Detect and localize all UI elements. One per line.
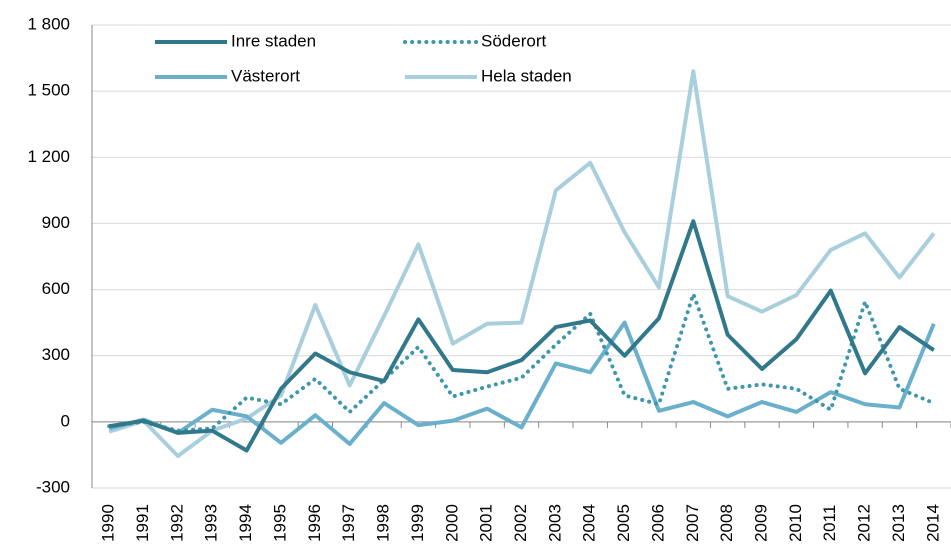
x-tick-label: 2011 — [820, 505, 839, 542]
x-tick-label: 1992 — [167, 504, 186, 542]
y-tick-label: 1 500 — [27, 81, 70, 100]
x-tick-label: 2013 — [889, 504, 908, 542]
legend-label: Inre staden — [231, 31, 316, 50]
x-tick-label: 1995 — [270, 504, 289, 542]
y-tick-label: 1 200 — [27, 147, 70, 166]
x-tick-label: 2010 — [786, 504, 805, 542]
x-tick-label: 1997 — [339, 504, 358, 542]
x-tick-label: 2008 — [717, 504, 736, 542]
y-tick-label: 1 800 — [27, 14, 70, 33]
x-tick-label: 2004 — [580, 504, 599, 542]
series-line — [107, 291, 936, 433]
x-tick-label: 2014 — [923, 504, 942, 542]
x-tick-label: 2001 — [477, 504, 496, 542]
x-tick-label: 2009 — [752, 504, 771, 542]
x-tick-label: 1990 — [99, 504, 118, 542]
y-tick-label: 600 — [42, 279, 70, 298]
legend-label: Söderort — [481, 31, 546, 50]
series-line — [108, 320, 936, 446]
x-tick-label: 1991 — [133, 504, 152, 542]
x-tick-label: 1996 — [305, 504, 324, 542]
x-tick-label: 1998 — [374, 504, 393, 542]
x-tick-label: 2007 — [683, 504, 702, 542]
y-tick-label: -300 — [36, 477, 70, 496]
x-tick-label: 1999 — [408, 504, 427, 542]
y-tick-label: 900 — [42, 213, 70, 232]
x-tick-label: 1994 — [236, 504, 255, 542]
legend-label: Hela staden — [481, 66, 572, 85]
y-tick-label: 0 — [61, 411, 70, 430]
x-tick-label: 2005 — [614, 504, 633, 542]
series-line — [108, 219, 935, 453]
x-tick-label: 2000 — [442, 504, 461, 542]
x-tick-label: 2012 — [855, 504, 874, 542]
legend-label: Västerort — [231, 66, 300, 85]
x-tick-label: 2003 — [545, 504, 564, 542]
y-tick-label: 300 — [42, 345, 70, 364]
x-tick-label: 2006 — [648, 504, 667, 542]
x-tick-label: 1993 — [202, 504, 221, 542]
x-tick-label: 2002 — [511, 504, 530, 542]
